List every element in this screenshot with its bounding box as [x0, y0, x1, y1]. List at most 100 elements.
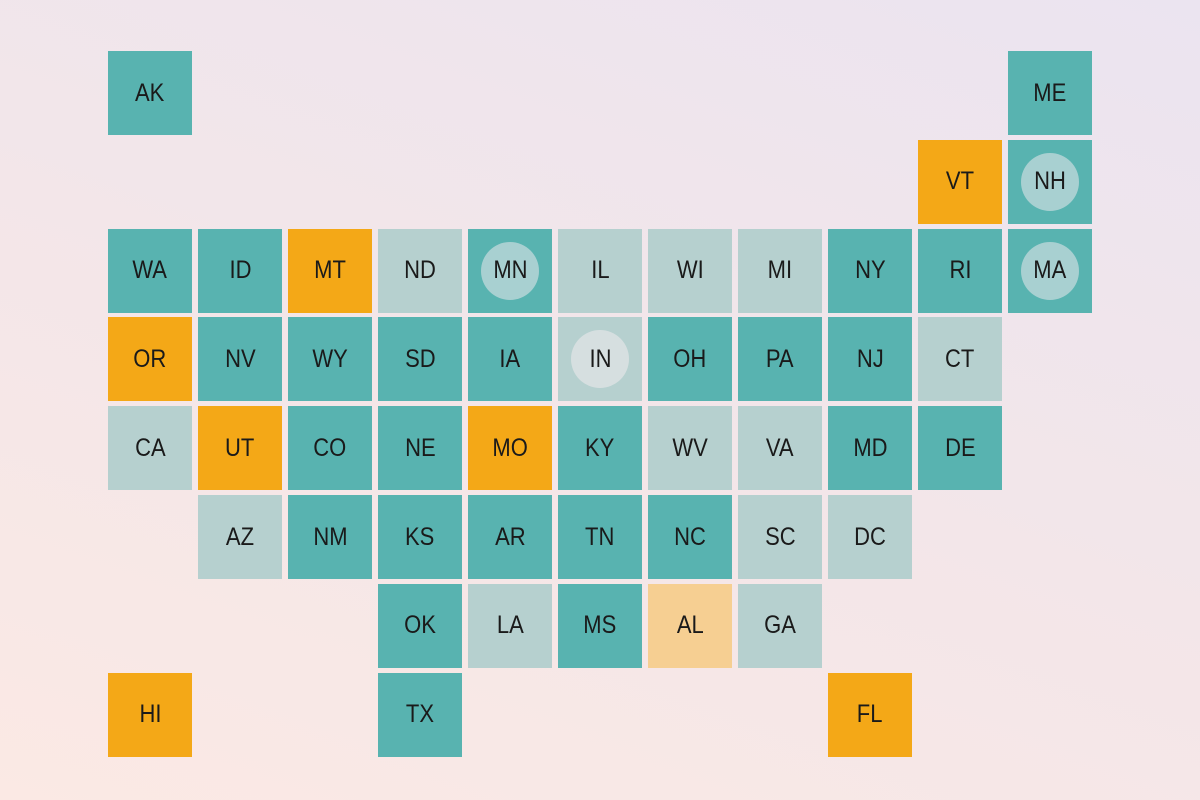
state-tile-ia: IA [468, 317, 552, 402]
state-tile-de: DE [918, 406, 1002, 491]
state-label: LA [496, 611, 524, 640]
state-tile-sd: SD [378, 317, 462, 402]
marker-circle [481, 241, 539, 300]
state-tile-dc: DC [828, 495, 912, 579]
state-label: IA [499, 344, 521, 373]
state-tile-ga: GA [738, 583, 822, 668]
state-label: NC [674, 522, 706, 551]
state-tile-ky: KY [558, 406, 642, 491]
state-tile-nc: NC [648, 495, 732, 579]
state-label: NM [312, 522, 348, 551]
state-label: TX [405, 700, 435, 729]
state-label: MD [852, 433, 888, 462]
state-tile-ks: KS [378, 495, 462, 579]
state-label: SC [764, 522, 796, 551]
state-tile-ok: OK [378, 583, 462, 668]
state-label: MA [1033, 256, 1067, 285]
state-label: AL [676, 611, 704, 640]
state-tile-nd: ND [378, 228, 462, 313]
state-label: GA [764, 611, 796, 640]
state-tile-fl: FL [828, 672, 912, 757]
state-tile-ma: MA [1008, 228, 1092, 313]
state-tile-nj: NJ [828, 317, 912, 402]
state-label: MO [492, 433, 528, 462]
state-label: UT [225, 433, 255, 462]
state-tile-va: VA [738, 406, 822, 491]
state-tile-ct: CT [918, 317, 1002, 402]
state-tile-wi: WI [648, 228, 732, 313]
state-label: DC [854, 522, 886, 551]
state-label: CO [313, 433, 347, 462]
state-tile-nv: NV [198, 317, 282, 402]
state-tile-wv: WV [648, 406, 732, 491]
state-tile-ca: CA [108, 406, 192, 491]
state-label: IN [589, 344, 611, 373]
state-tile-me: ME [1008, 51, 1092, 135]
state-tile-hi: HI [108, 672, 192, 757]
state-tile-id: ID [198, 228, 282, 313]
state-label: PA [766, 344, 794, 373]
state-label: WY [312, 344, 348, 373]
state-tile-ri: RI [918, 228, 1002, 313]
state-label: NH [1034, 167, 1066, 196]
state-tile-wa: WA [108, 228, 192, 313]
state-label: OH [673, 344, 707, 373]
state-label: MS [583, 611, 617, 640]
state-tile-ar: AR [468, 495, 552, 579]
state-label: TN [585, 522, 615, 551]
state-tile-az: AZ [198, 495, 282, 579]
state-tile-ne: NE [378, 406, 462, 491]
state-tile-ny: NY [828, 228, 912, 313]
state-tile-tx: TX [378, 672, 462, 757]
state-tile-ut: UT [198, 406, 282, 491]
state-label: DE [944, 433, 976, 462]
state-tile-mi: MI [738, 228, 822, 313]
state-tile-oh: OH [648, 317, 732, 402]
state-tile-sc: SC [738, 495, 822, 579]
state-tile-al: AL [648, 583, 732, 668]
state-tile-la: LA [468, 583, 552, 668]
state-label: NY [854, 256, 886, 285]
state-label: CA [134, 433, 166, 462]
state-label: SD [404, 344, 436, 373]
state-tile-il: IL [558, 228, 642, 313]
state-tile-nh: NH [1008, 139, 1092, 224]
marker-circle [1021, 241, 1079, 300]
state-label: ME [1033, 78, 1067, 107]
state-tile-ak: AK [108, 51, 192, 135]
state-label: OK [404, 611, 436, 640]
state-tile-vt: VT [918, 139, 1002, 224]
state-tile-nm: NM [288, 495, 372, 579]
state-tile-pa: PA [738, 317, 822, 402]
state-tile-wy: WY [288, 317, 372, 402]
state-label: MN [492, 256, 528, 285]
state-tile-mn: MN [468, 228, 552, 313]
state-label: WA [132, 256, 168, 285]
state-tile-md: MD [828, 406, 912, 491]
state-label: KY [585, 433, 615, 462]
state-label: HI [139, 700, 161, 729]
state-label: NE [404, 433, 436, 462]
state-label: ND [404, 256, 436, 285]
marker-circle [571, 330, 629, 389]
state-label: CT [945, 344, 975, 373]
state-tile-co: CO [288, 406, 372, 491]
state-label: AK [135, 78, 165, 107]
state-label: OR [133, 344, 167, 373]
state-label: AZ [225, 522, 255, 551]
state-tile-ms: MS [558, 583, 642, 668]
marker-circle [1021, 152, 1079, 211]
state-label: MT [314, 256, 346, 285]
state-tile-tn: TN [558, 495, 642, 579]
state-label: WV [672, 433, 708, 462]
state-tile-or: OR [108, 317, 192, 402]
state-label: VT [945, 167, 975, 196]
state-tile-mo: MO [468, 406, 552, 491]
state-label: FL [857, 700, 883, 729]
state-label: NV [224, 344, 256, 373]
state-label: MI [767, 256, 793, 285]
state-label: KS [405, 522, 435, 551]
state-label: WI [676, 256, 704, 285]
state-label: IL [590, 256, 610, 285]
